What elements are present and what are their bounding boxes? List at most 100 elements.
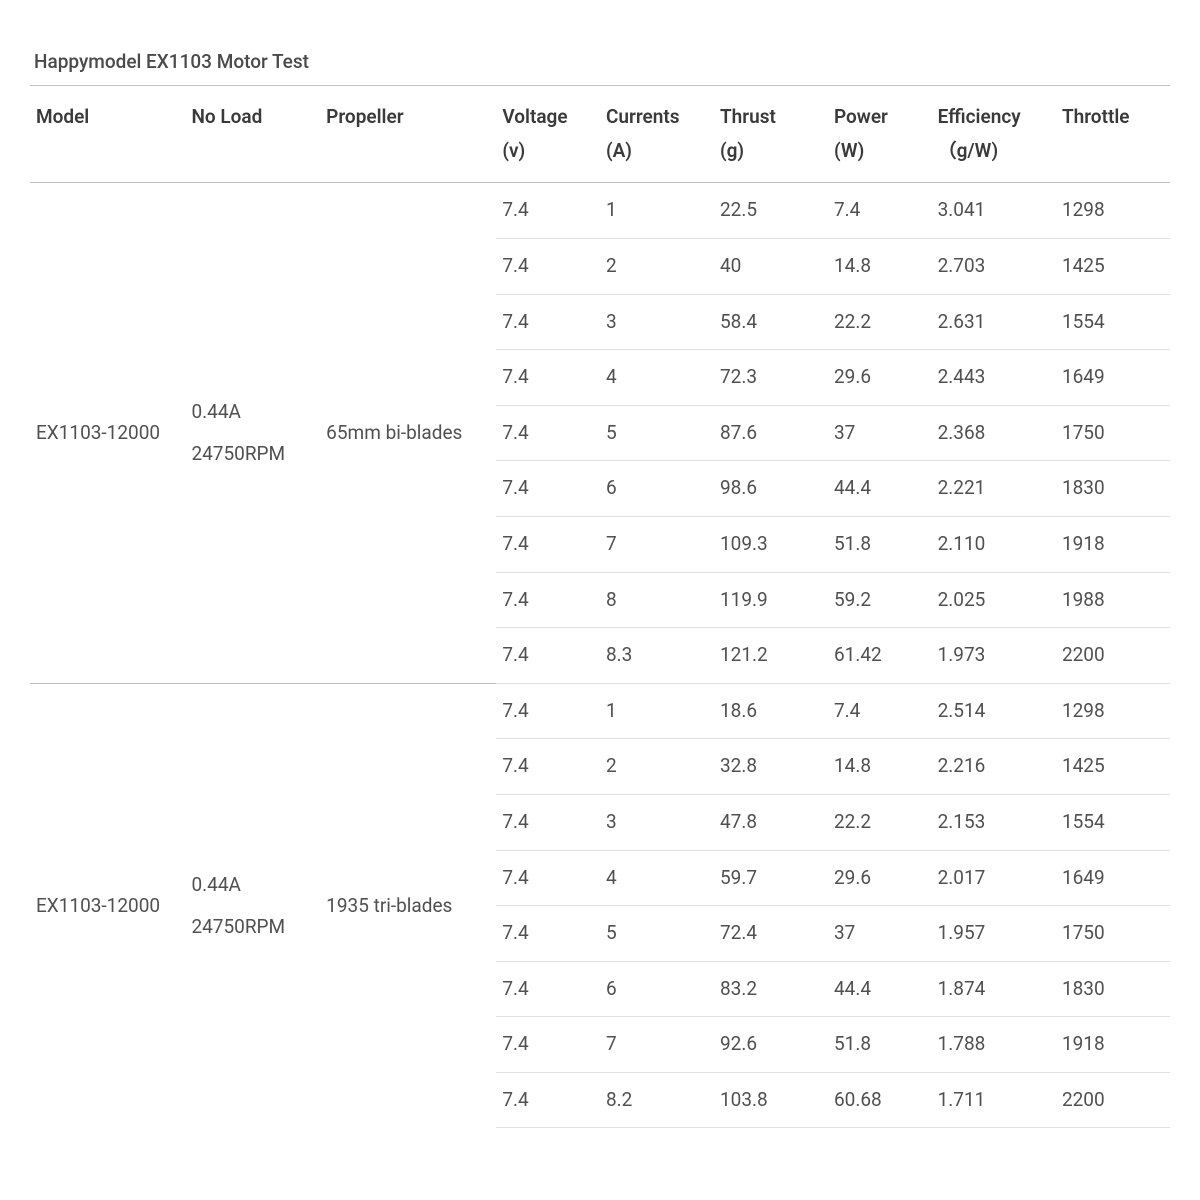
- cell-throttle: 1649: [1056, 850, 1170, 906]
- cell-voltage: 7.4: [496, 238, 600, 294]
- cell-currents: 1: [600, 683, 714, 739]
- cell-currents: 7: [600, 516, 714, 572]
- cell-thrust: 72.4: [714, 906, 828, 962]
- cell-currents: 2: [600, 238, 714, 294]
- cell-power: 59.2: [828, 572, 932, 628]
- cell-throttle: 1750: [1056, 405, 1170, 461]
- cell-eff: 1.973: [932, 628, 1056, 684]
- cell-voltage: 7.4: [496, 794, 600, 850]
- cell-currents: 8: [600, 572, 714, 628]
- cell-eff: 2.017: [932, 850, 1056, 906]
- cell-eff: 2.514: [932, 683, 1056, 739]
- cell-power: 22.2: [828, 794, 932, 850]
- cell-thrust: 98.6: [714, 461, 828, 517]
- motor-test-table: ModelNo LoadPropellerVoltage(v)Currents(…: [30, 85, 1170, 1128]
- cell-voltage: 7.4: [496, 1072, 600, 1128]
- cell-power: 37: [828, 405, 932, 461]
- cell-throttle: 1425: [1056, 238, 1170, 294]
- cell-currents: 6: [600, 961, 714, 1017]
- cell-currents: 3: [600, 794, 714, 850]
- column-header-l2: (v): [502, 134, 594, 168]
- cell-thrust: 58.4: [714, 294, 828, 350]
- cell-power: 51.8: [828, 1017, 932, 1073]
- cell-power: 29.6: [828, 850, 932, 906]
- cell-throttle: 1649: [1056, 350, 1170, 406]
- cell-currents: 5: [600, 405, 714, 461]
- cell-throttle: 1830: [1056, 961, 1170, 1017]
- cell-eff: 1.874: [932, 961, 1056, 1017]
- noload-line2: 24750RPM: [191, 906, 314, 948]
- cell-throttle: 1298: [1056, 683, 1170, 739]
- cell-throttle: 1425: [1056, 739, 1170, 795]
- cell-thrust: 59.7: [714, 850, 828, 906]
- column-header: No Load: [185, 86, 320, 183]
- cell-currents: 8.2: [600, 1072, 714, 1128]
- cell-currents: 4: [600, 850, 714, 906]
- column-header-l1: Currents: [606, 100, 708, 134]
- table-row: EX1103-120000.44A24750RPM65mm bi-blades7…: [30, 183, 1170, 239]
- noload-line1: 0.44A: [191, 864, 314, 906]
- cell-thrust: 22.5: [714, 183, 828, 239]
- cell-eff: 2.110: [932, 516, 1056, 572]
- cell-power: 60.68: [828, 1072, 932, 1128]
- cell-throttle: 2200: [1056, 1072, 1170, 1128]
- cell-voltage: 7.4: [496, 350, 600, 406]
- cell-eff: 3.041: [932, 183, 1056, 239]
- column-header-l1: Propeller: [326, 100, 490, 134]
- page-title: Happymodel EX1103 Motor Test: [30, 50, 1170, 73]
- cell-thrust: 119.9: [714, 572, 828, 628]
- column-header-l1: Thrust: [720, 100, 822, 134]
- cell-throttle: 2200: [1056, 628, 1170, 684]
- cell-throttle: 1554: [1056, 794, 1170, 850]
- cell-voltage: 7.4: [496, 461, 600, 517]
- cell-eff: 2.153: [932, 794, 1056, 850]
- cell-thrust: 92.6: [714, 1017, 828, 1073]
- table-header-row: ModelNo LoadPropellerVoltage(v)Currents(…: [30, 86, 1170, 183]
- cell-eff: 2.703: [932, 238, 1056, 294]
- cell-voltage: 7.4: [496, 572, 600, 628]
- cell-throttle: 1918: [1056, 516, 1170, 572]
- cell-thrust: 121.2: [714, 628, 828, 684]
- cell-noload: 0.44A24750RPM: [185, 183, 320, 683]
- cell-eff: 2.025: [932, 572, 1056, 628]
- cell-throttle: 1988: [1056, 572, 1170, 628]
- cell-currents: 5: [600, 906, 714, 962]
- column-header-l1: Model: [36, 100, 179, 134]
- table-row: EX1103-120000.44A24750RPM1935 tri-blades…: [30, 683, 1170, 739]
- cell-throttle: 1298: [1056, 183, 1170, 239]
- column-header-l1: Voltage: [502, 100, 594, 134]
- cell-thrust: 109.3: [714, 516, 828, 572]
- cell-power: 61.42: [828, 628, 932, 684]
- cell-power: 37: [828, 906, 932, 962]
- cell-eff: 2.631: [932, 294, 1056, 350]
- cell-currents: 8.3: [600, 628, 714, 684]
- cell-voltage: 7.4: [496, 183, 600, 239]
- cell-propeller: 65mm bi-blades: [320, 183, 496, 683]
- column-header-l1: Throttle: [1062, 100, 1164, 134]
- cell-thrust: 40: [714, 238, 828, 294]
- cell-currents: 3: [600, 294, 714, 350]
- cell-propeller: 1935 tri-blades: [320, 683, 496, 1128]
- cell-voltage: 7.4: [496, 628, 600, 684]
- cell-voltage: 7.4: [496, 1017, 600, 1073]
- column-header-l1: Power: [834, 100, 926, 134]
- cell-thrust: 103.8: [714, 1072, 828, 1128]
- cell-eff: 1.957: [932, 906, 1056, 962]
- cell-eff: 2.368: [932, 405, 1056, 461]
- cell-voltage: 7.4: [496, 906, 600, 962]
- cell-currents: 7: [600, 1017, 714, 1073]
- column-header: Power(W): [828, 86, 932, 183]
- cell-thrust: 72.3: [714, 350, 828, 406]
- cell-thrust: 47.8: [714, 794, 828, 850]
- cell-noload: 0.44A24750RPM: [185, 683, 320, 1128]
- noload-line2: 24750RPM: [191, 433, 314, 475]
- cell-power: 22.2: [828, 294, 932, 350]
- cell-currents: 6: [600, 461, 714, 517]
- cell-power: 14.8: [828, 238, 932, 294]
- cell-throttle: 1750: [1056, 906, 1170, 962]
- cell-power: 51.8: [828, 516, 932, 572]
- cell-thrust: 18.6: [714, 683, 828, 739]
- cell-eff: 2.216: [932, 739, 1056, 795]
- cell-currents: 4: [600, 350, 714, 406]
- column-header-l2: （g/W): [938, 134, 1050, 168]
